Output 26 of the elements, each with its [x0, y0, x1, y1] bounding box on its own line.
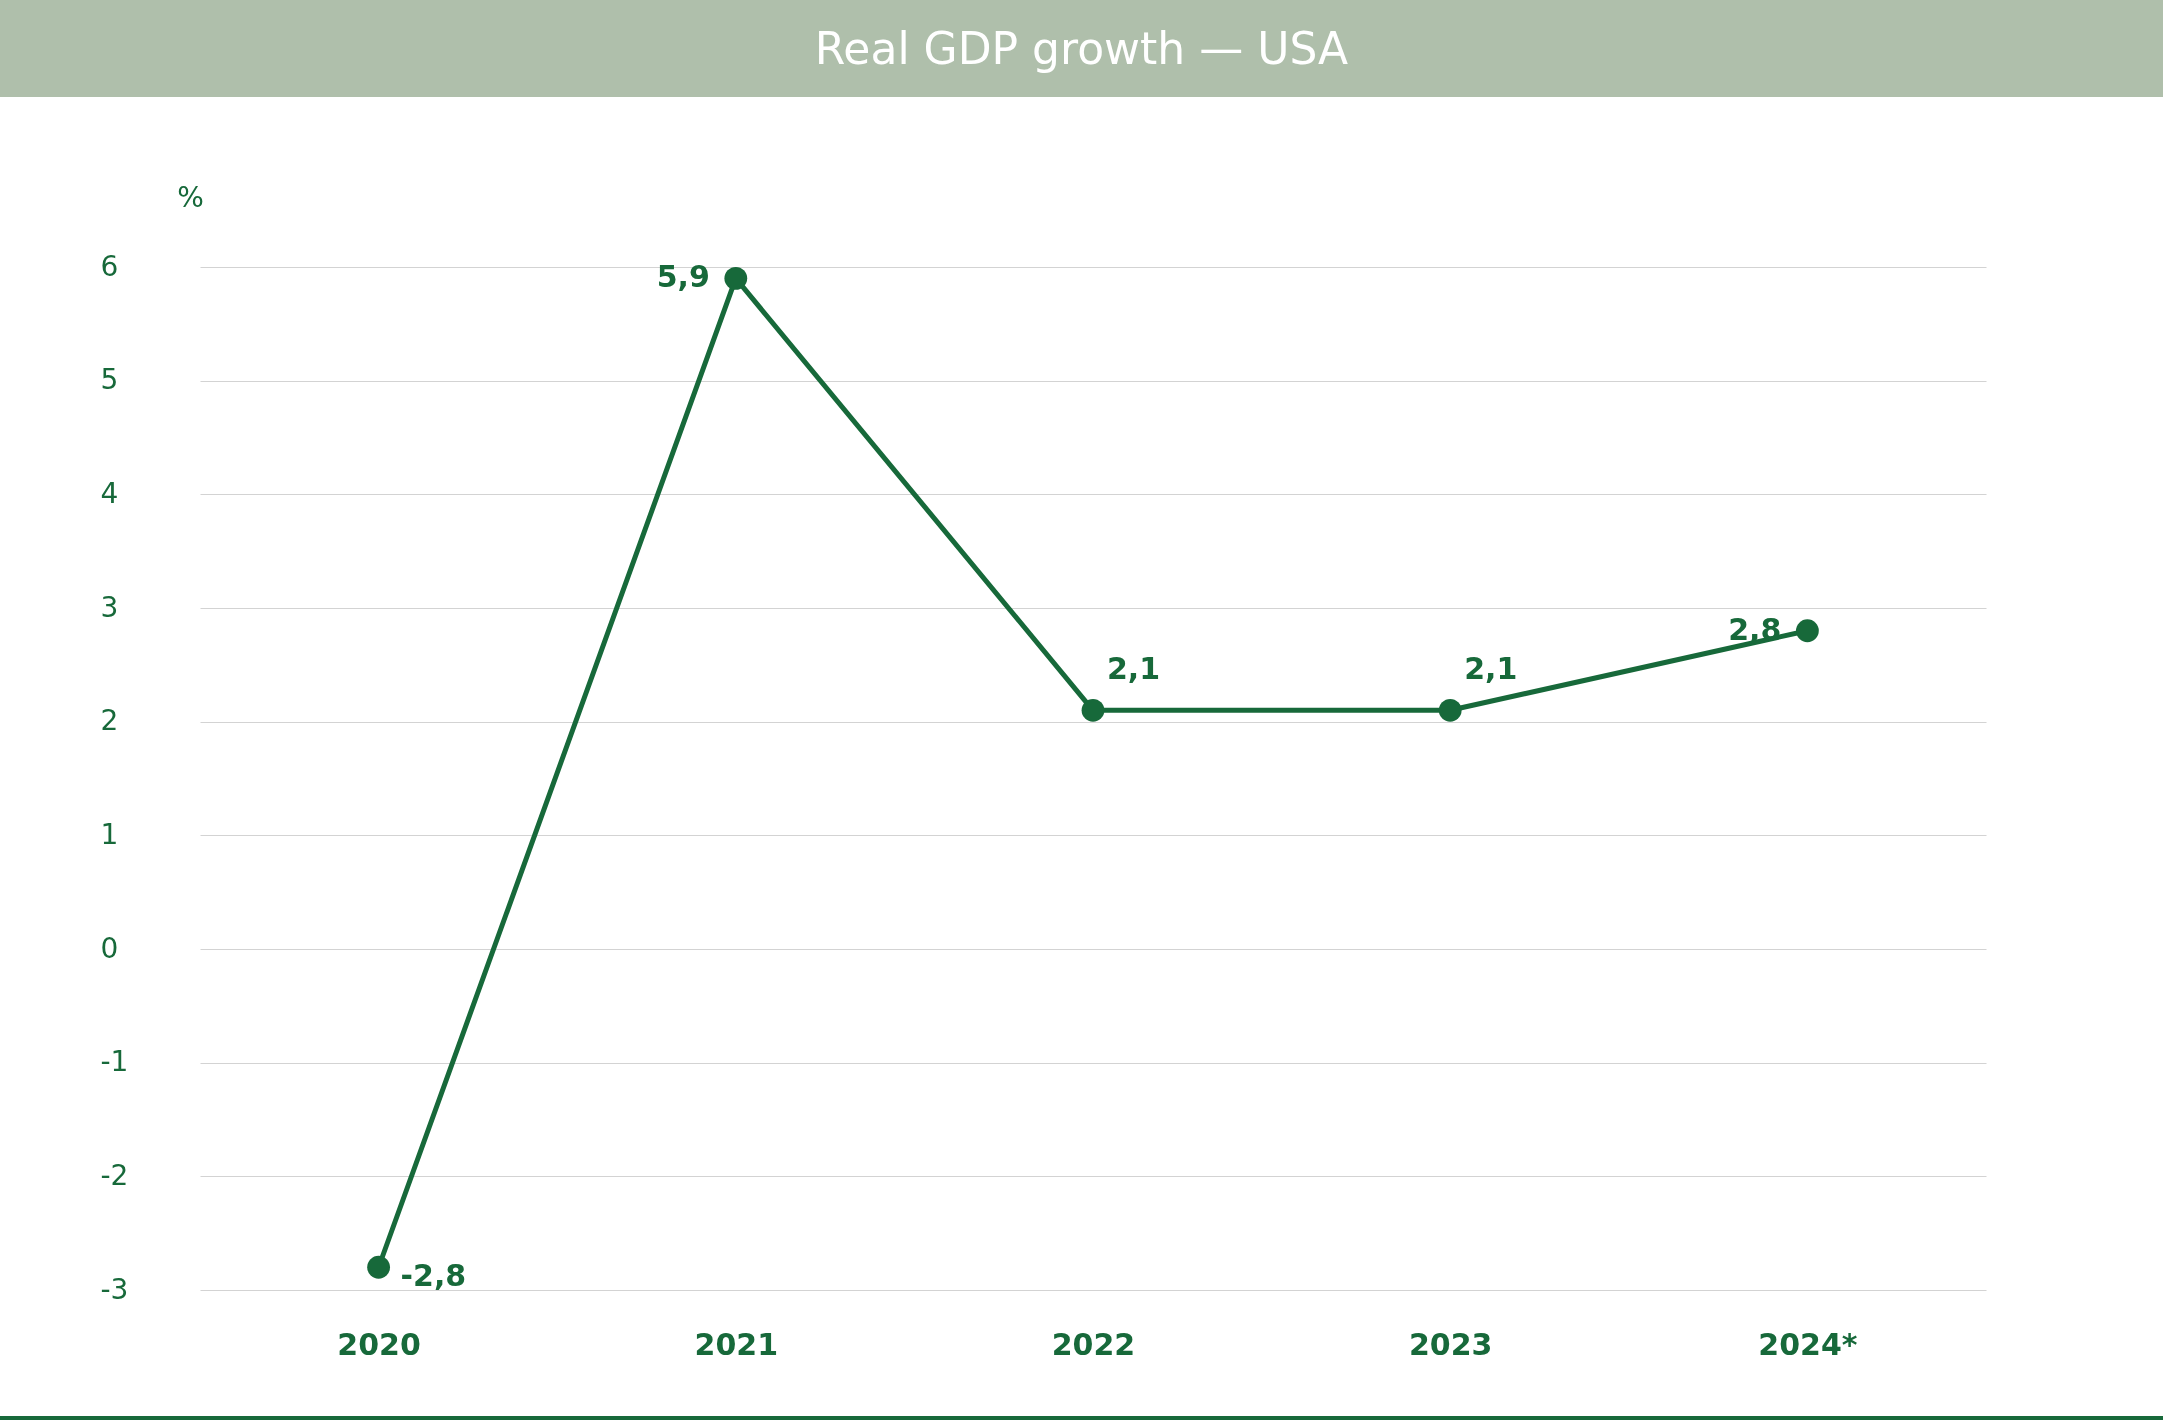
y-tick-label: 4 — [100, 476, 119, 510]
y-tick-label: 0 — [100, 931, 119, 965]
x-tick-label: 2022 — [1051, 1326, 1136, 1362]
data-label: 2,1 — [1464, 651, 1518, 687]
point — [367, 1255, 390, 1279]
y-tick-label: -1 — [100, 1045, 129, 1079]
y-tick-label: -2 — [100, 1158, 129, 1192]
data-label: 5,9 — [656, 259, 710, 295]
point — [1796, 619, 1819, 643]
x-tick-label: 2024* — [1758, 1326, 1858, 1362]
chart-title: Real GDP growth — USA — [0, 0, 2163, 97]
data-label: -2,8 — [400, 1258, 467, 1294]
y-tick-label: 2 — [100, 704, 119, 738]
point — [1081, 698, 1105, 722]
y-tick-label: 6 — [100, 249, 119, 283]
x-tick-label: 2021 — [694, 1326, 779, 1362]
data-label: 2,1 — [1107, 651, 1161, 687]
x-tick-label: 2020 — [337, 1326, 421, 1362]
x-tick-label: 2023 — [1408, 1326, 1493, 1362]
y-tick-label: -3 — [100, 1272, 129, 1306]
point — [1438, 698, 1462, 722]
point — [724, 266, 748, 290]
y-tick-label: 3 — [100, 590, 119, 624]
y-tick-label: 1 — [100, 817, 119, 851]
y-axis-title: % — [177, 180, 204, 214]
y-tick-label: 5 — [100, 363, 119, 397]
